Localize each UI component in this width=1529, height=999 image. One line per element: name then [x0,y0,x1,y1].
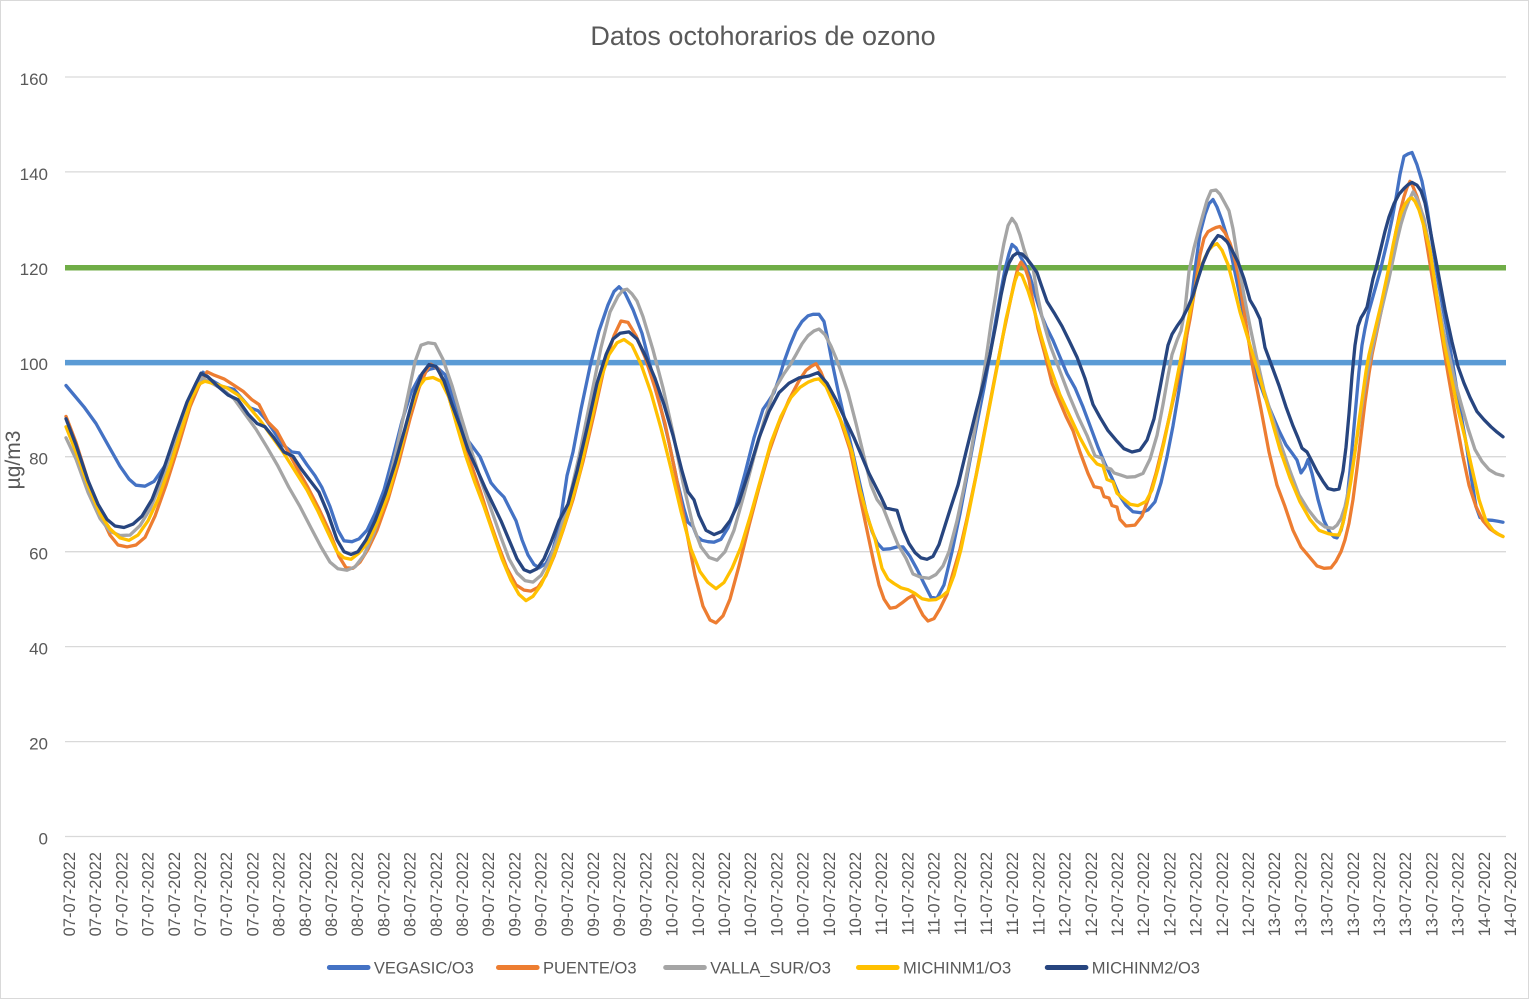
svg-text:08-07-2022: 08-07-2022 [402,852,420,936]
svg-text:0: 0 [39,830,48,849]
svg-text:07-07-2022: 07-07-2022 [87,852,105,936]
svg-text:08-07-2022: 08-07-2022 [297,852,315,936]
svg-text:11-07-2022: 11-07-2022 [952,852,970,935]
svg-text:14-07-2022: 14-07-2022 [1502,852,1520,936]
svg-text:11-07-2022: 11-07-2022 [1030,852,1048,935]
svg-text:120: 120 [20,260,48,279]
svg-text:09-07-2022: 09-07-2022 [533,852,551,936]
svg-text:10-07-2022: 10-07-2022 [821,852,839,936]
svg-text:12-07-2022: 12-07-2022 [1083,852,1101,936]
svg-text:40: 40 [29,640,48,659]
svg-text:10-07-2022: 10-07-2022 [847,852,865,936]
svg-text:13-07-2022: 13-07-2022 [1292,852,1310,936]
svg-text:13-07-2022: 13-07-2022 [1345,852,1363,936]
svg-text:08-07-2022: 08-07-2022 [375,852,393,936]
svg-text:08-07-2022: 08-07-2022 [349,852,367,936]
svg-text:80: 80 [29,450,48,469]
svg-text:14-07-2022: 14-07-2022 [1476,852,1494,936]
svg-text:10-07-2022: 10-07-2022 [716,852,734,936]
svg-text:10-07-2022: 10-07-2022 [742,852,760,936]
svg-text:VALLA_SUR/O3: VALLA_SUR/O3 [710,960,831,978]
svg-text:11-07-2022: 11-07-2022 [926,852,944,935]
svg-text:11-07-2022: 11-07-2022 [899,852,917,935]
svg-text:08-07-2022: 08-07-2022 [323,852,341,936]
svg-text:µg/m3: µg/m3 [2,431,25,490]
svg-text:13-07-2022: 13-07-2022 [1266,852,1284,936]
svg-text:12-07-2022: 12-07-2022 [1214,852,1232,936]
svg-text:11-07-2022: 11-07-2022 [873,852,891,935]
svg-text:07-07-2022: 07-07-2022 [218,852,236,936]
svg-text:13-07-2022: 13-07-2022 [1450,852,1468,936]
svg-text:PUENTE/O3: PUENTE/O3 [543,960,637,978]
svg-text:10-07-2022: 10-07-2022 [795,852,813,936]
svg-text:12-07-2022: 12-07-2022 [1161,852,1179,936]
svg-text:13-07-2022: 13-07-2022 [1371,852,1389,936]
svg-text:MICHINM2/O3: MICHINM2/O3 [1092,960,1200,978]
svg-text:10-07-2022: 10-07-2022 [768,852,786,936]
svg-text:07-07-2022: 07-07-2022 [244,852,262,936]
svg-text:12-07-2022: 12-07-2022 [1240,852,1258,936]
svg-text:10-07-2022: 10-07-2022 [690,852,708,936]
svg-text:07-07-2022: 07-07-2022 [166,852,184,936]
svg-text:07-07-2022: 07-07-2022 [61,852,79,936]
svg-text:160: 160 [20,70,48,89]
svg-text:12-07-2022: 12-07-2022 [1109,852,1127,936]
svg-text:VEGASIC/O3: VEGASIC/O3 [374,960,474,978]
svg-text:09-07-2022: 09-07-2022 [585,852,603,936]
svg-text:140: 140 [20,165,48,184]
svg-text:12-07-2022: 12-07-2022 [1188,852,1206,936]
svg-text:13-07-2022: 13-07-2022 [1397,852,1415,936]
svg-text:07-07-2022: 07-07-2022 [192,852,210,936]
svg-text:11-07-2022: 11-07-2022 [978,852,996,935]
svg-text:09-07-2022: 09-07-2022 [506,852,524,936]
svg-text:09-07-2022: 09-07-2022 [611,852,629,936]
svg-text:13-07-2022: 13-07-2022 [1319,852,1337,936]
svg-text:MICHINM1/O3: MICHINM1/O3 [903,960,1011,978]
svg-text:08-07-2022: 08-07-2022 [454,852,472,936]
svg-text:07-07-2022: 07-07-2022 [140,852,158,936]
svg-text:09-07-2022: 09-07-2022 [559,852,577,936]
svg-text:60: 60 [29,545,48,564]
svg-text:07-07-2022: 07-07-2022 [113,852,131,936]
svg-text:13-07-2022: 13-07-2022 [1423,852,1441,936]
svg-text:11-07-2022: 11-07-2022 [1004,852,1022,935]
svg-text:09-07-2022: 09-07-2022 [637,852,655,936]
svg-text:12-07-2022: 12-07-2022 [1135,852,1153,936]
svg-text:09-07-2022: 09-07-2022 [480,852,498,936]
svg-text:08-07-2022: 08-07-2022 [271,852,289,936]
svg-text:Datos octohorarios de ozono: Datos octohorarios de ozono [590,21,935,51]
svg-text:10-07-2022: 10-07-2022 [664,852,682,936]
svg-text:12-07-2022: 12-07-2022 [1057,852,1075,936]
svg-text:100: 100 [20,355,48,374]
svg-text:08-07-2022: 08-07-2022 [428,852,446,936]
svg-text:20: 20 [29,735,48,754]
